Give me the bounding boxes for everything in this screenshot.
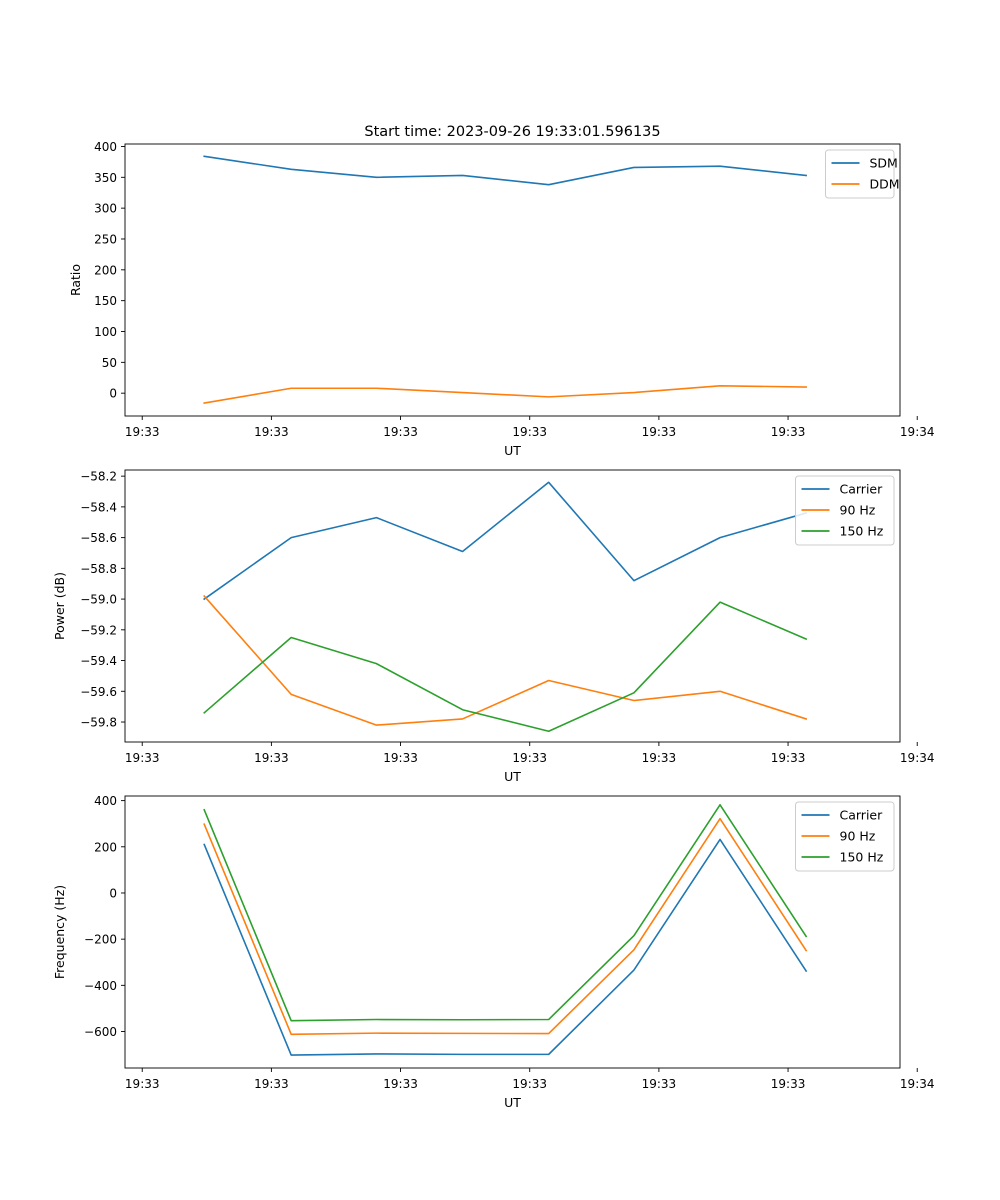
legend: Carrier 90 Hz 150 Hz [795,475,895,546]
y-tick-label: 250 [94,232,117,246]
x-tick-label: 19:33 [771,751,806,765]
x-tick-label: 19:33 [383,751,418,765]
y-tick-label: 400 [94,794,117,808]
x-axis-label: UT [504,1095,521,1110]
chart-panels: 19:33 19:33 19:33 19:33 19:33 19:33 19:34 400 35… [52,140,935,1110]
x-tick-label: 19:33 [383,1077,418,1091]
chart-panel-3: 19:33 19:33 19:33 19:33 19:33 19:33 19:34 400 20… [52,794,935,1110]
series-line-sdm [203,155,808,186]
x-tick-label: 19:33 [642,1077,677,1091]
x-tick-label: 19:33 [125,751,160,765]
y-tick-label: 100 [94,325,117,339]
y-tick-label: −58.4 [80,500,117,514]
legend-label: 90 Hz [840,503,876,518]
x-tick-label: 19:33 [512,751,547,765]
x-tick-label: 19:33 [254,751,289,765]
y-tick-label: −400 [84,979,117,993]
legend-label: SDM [870,156,898,171]
chart-panel-2: 19:33 19:33 19:33 19:33 19:33 19:33 19:34 −58.2… [52,469,935,784]
y-tick-label: −59.4 [80,654,117,668]
y-axis-label: Power (dB) [52,572,67,640]
y-tick-label: −59.2 [80,623,117,637]
x-tick-label: 19:34 [900,1077,935,1091]
legend-label: 150 Hz [840,524,884,539]
series-line-ddm [203,384,807,404]
x-tick-label: 19:33 [125,1077,160,1091]
y-tick-label: 200 [94,263,117,277]
y-tick-label: −600 [84,1025,117,1039]
figure-title: Start time: 2023-09-26 19:33:01.596135 [364,124,660,140]
x-tick-label: 19:33 [642,425,677,439]
x-tick-label: 19:33 [771,425,806,439]
x-tick-label: 19:33 [642,751,677,765]
y-tick-label: −59.6 [80,685,117,699]
y-tick-label: 400 [94,140,117,154]
y-tick-label: −58.6 [80,531,117,545]
x-tick-label: 19:34 [900,751,935,765]
series-line-90-hz [203,817,808,1036]
y-tick-label: −59.8 [80,716,117,730]
y-tick-label: 150 [94,294,117,308]
axes-frame [124,469,901,743]
series-line-150-hz [203,803,808,1022]
y-axis-label: Ratio [68,264,83,296]
legend-box [795,801,895,872]
series-line-carrier [203,838,808,1056]
x-axis-label: UT [504,769,521,784]
y-tick-label: 0 [109,387,117,401]
axes-frame [124,143,901,417]
y-tick-label: −59.0 [80,593,117,607]
legend: Carrier 90 Hz 150 Hz [795,801,895,872]
x-tick-label: 19:33 [512,425,547,439]
legend-label: Carrier [840,482,884,497]
y-tick-label: −58.2 [80,470,117,484]
legend-box [795,475,895,546]
x-tick-label: 19:34 [900,425,935,439]
y-tick-label: −58.8 [80,562,117,576]
series-line-carrier [203,481,808,601]
y-tick-label: 0 [109,886,117,900]
legend-box [825,149,895,199]
x-axis-label: UT [504,443,521,458]
series-line-90-hz [203,594,808,726]
legend-label: Carrier [840,808,884,823]
y-tick-label: −200 [84,933,117,947]
y-tick-label: 200 [94,840,117,854]
x-tick-label: 19:33 [771,1077,806,1091]
axes-frame [124,795,901,1069]
legend-label: 90 Hz [840,829,876,844]
legend: SDM DDM [825,149,900,199]
chart-panel-1: 19:33 19:33 19:33 19:33 19:33 19:33 19:34 400 35… [68,140,935,458]
y-axis-label: Frequency (Hz) [52,885,67,979]
y-tick-label: 300 [94,202,117,216]
y-tick-label: 50 [102,356,117,370]
legend-label: 150 Hz [840,850,884,865]
y-tick-label: 350 [94,171,117,185]
x-tick-label: 19:33 [512,1077,547,1091]
x-tick-label: 19:33 [383,425,418,439]
x-tick-label: 19:33 [125,425,160,439]
series-line-150-hz [203,601,808,733]
x-tick-label: 19:33 [254,1077,289,1091]
x-tick-label: 19:33 [254,425,289,439]
legend-label: DDM [870,177,900,192]
